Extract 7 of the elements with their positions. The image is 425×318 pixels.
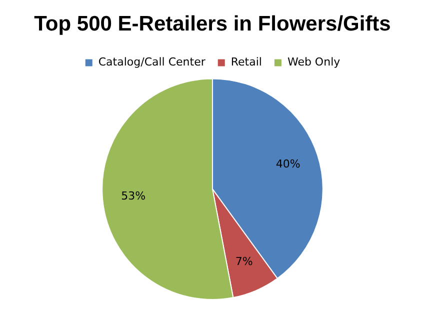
chart-title: Top 500 E-Retailers in Flowers/Gifts bbox=[34, 12, 391, 36]
legend-label: Retail bbox=[230, 56, 262, 69]
legend-label: Web Only bbox=[287, 56, 341, 69]
data-label: 40% bbox=[276, 157, 300, 170]
data-label: 53% bbox=[121, 189, 146, 202]
data-label: 7% bbox=[235, 254, 253, 268]
legend-label: Catalog/Call Center bbox=[98, 56, 206, 69]
